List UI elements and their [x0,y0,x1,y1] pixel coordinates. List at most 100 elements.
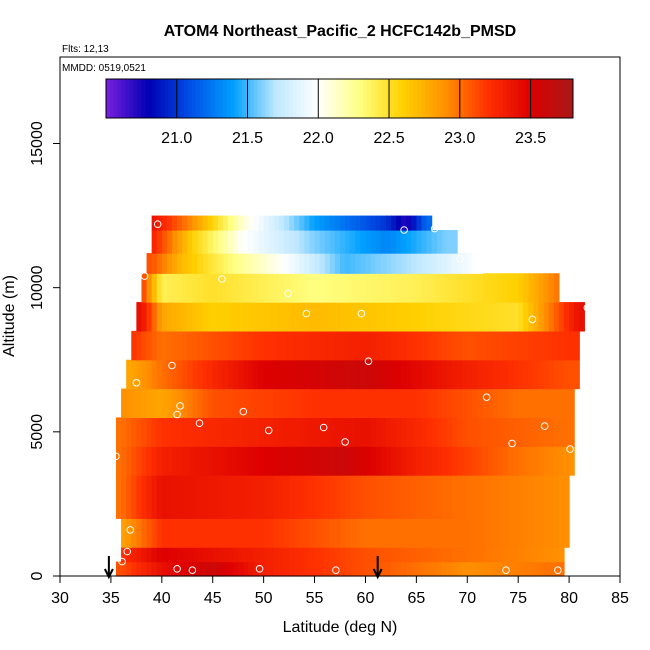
heatmap-cell [416,273,423,303]
heatmap-cell [172,230,178,254]
heatmap-cell [314,388,321,419]
heatmap-cell [380,417,387,447]
heatmap-cell [472,518,479,548]
heatmap-cell [187,253,193,274]
heatmap-cell [436,417,443,447]
heatmap-cell [222,388,229,419]
heatmap-cell [243,446,249,476]
sample-point [364,357,373,366]
heatmap-cell [141,446,148,476]
heatmap-cell [355,273,361,303]
heatmap-cell [217,359,224,390]
heatmap-cell [329,388,336,419]
heatmap-cell [396,475,402,519]
heatmap-cell [314,253,321,274]
heatmap-cell [273,417,280,447]
heatmap-cells [116,215,585,577]
y-axis: 0 5000 10000 15000 [29,121,60,580]
heatmap-cell [243,215,249,231]
heatmap-cell [294,359,300,390]
heatmap-cell [380,518,387,548]
heatmap-cell [452,230,458,254]
heatmap-cell [284,417,290,447]
heatmap-cell [304,330,311,361]
heatmap-cell [314,359,321,390]
sample-point [173,565,181,573]
heatmap-cell [406,475,412,519]
heatmap-cell [182,253,188,274]
heatmap-cell [126,388,132,419]
heatmap-cell [222,446,229,476]
heatmap-cell [396,446,402,476]
heatmap-cell [452,547,458,563]
heatmap-cell [294,446,300,476]
heatmap-cell [472,475,479,519]
heatmap-cell [513,475,519,519]
heatmap-cell [548,330,555,361]
colorbar-segment [432,79,438,118]
heatmap-cell [309,547,316,563]
heatmap-cell [416,475,423,519]
heatmap-cell [350,547,356,563]
heatmap-cell [238,547,244,563]
heatmap-cell [202,388,209,419]
heatmap-cell [258,547,265,563]
heatmap-cell [156,253,163,274]
heatmap-cell [131,547,137,563]
heatmap-cell [462,359,468,390]
colorbar-segment [448,79,453,118]
plot-frame [59,56,621,577]
heatmap-cell [441,547,448,563]
heatmap-cell [116,446,122,476]
heatmap-cell [538,475,545,519]
heatmap-cell [258,388,265,419]
heatmap-cell [523,302,529,332]
heatmap-cell [452,518,458,548]
heatmap-cell [411,302,417,332]
heatmap-cell [426,253,433,274]
heatmap-cell [161,302,168,332]
heatmap-cell [569,359,575,390]
heatmap-cell [151,273,158,303]
heatmap-cell [263,518,270,548]
heatmap-cell [497,547,504,563]
heatmap-cell [558,475,565,519]
heatmap-cell [248,547,255,563]
heatmap-cell [212,330,219,361]
y-tick-label: 0 [29,571,46,580]
heatmap-cell [151,475,158,519]
heatmap-cell [334,547,341,563]
heatmap-cell [533,359,540,390]
heatmap-cell [390,417,397,447]
heatmap-cell [396,330,402,361]
heatmap-cell [248,417,255,447]
heatmap-cell [380,547,387,563]
heatmap-cell [319,475,326,519]
heatmap-cell [197,215,204,231]
heatmap-cell [284,253,290,274]
heatmap-cell [309,273,316,303]
heatmap-cell [401,561,407,577]
heatmap-cell [233,302,239,332]
heatmap-cell [528,273,535,303]
heatmap-cell [217,330,224,361]
heatmap-cell [268,547,275,563]
heatmap-cell [243,417,249,447]
heatmap-cell [299,388,305,419]
heatmap-cell [278,547,285,563]
colorbar-segment [440,79,446,118]
heatmap-cell [172,547,178,563]
heatmap-cell [462,273,468,303]
heatmap-cell [233,330,239,361]
heatmap-cell [177,547,183,563]
heatmap-cell [375,330,382,361]
heatmap-cell [528,359,535,390]
heatmap-cell [380,302,387,332]
heatmap-cell [477,330,484,361]
heatmap-cell [370,359,377,390]
heatmap-cell [248,475,255,519]
heatmap-cell [299,475,305,519]
heatmap-cell [324,475,331,519]
heatmap-cell [217,388,224,419]
colorbar-segment [218,79,224,118]
